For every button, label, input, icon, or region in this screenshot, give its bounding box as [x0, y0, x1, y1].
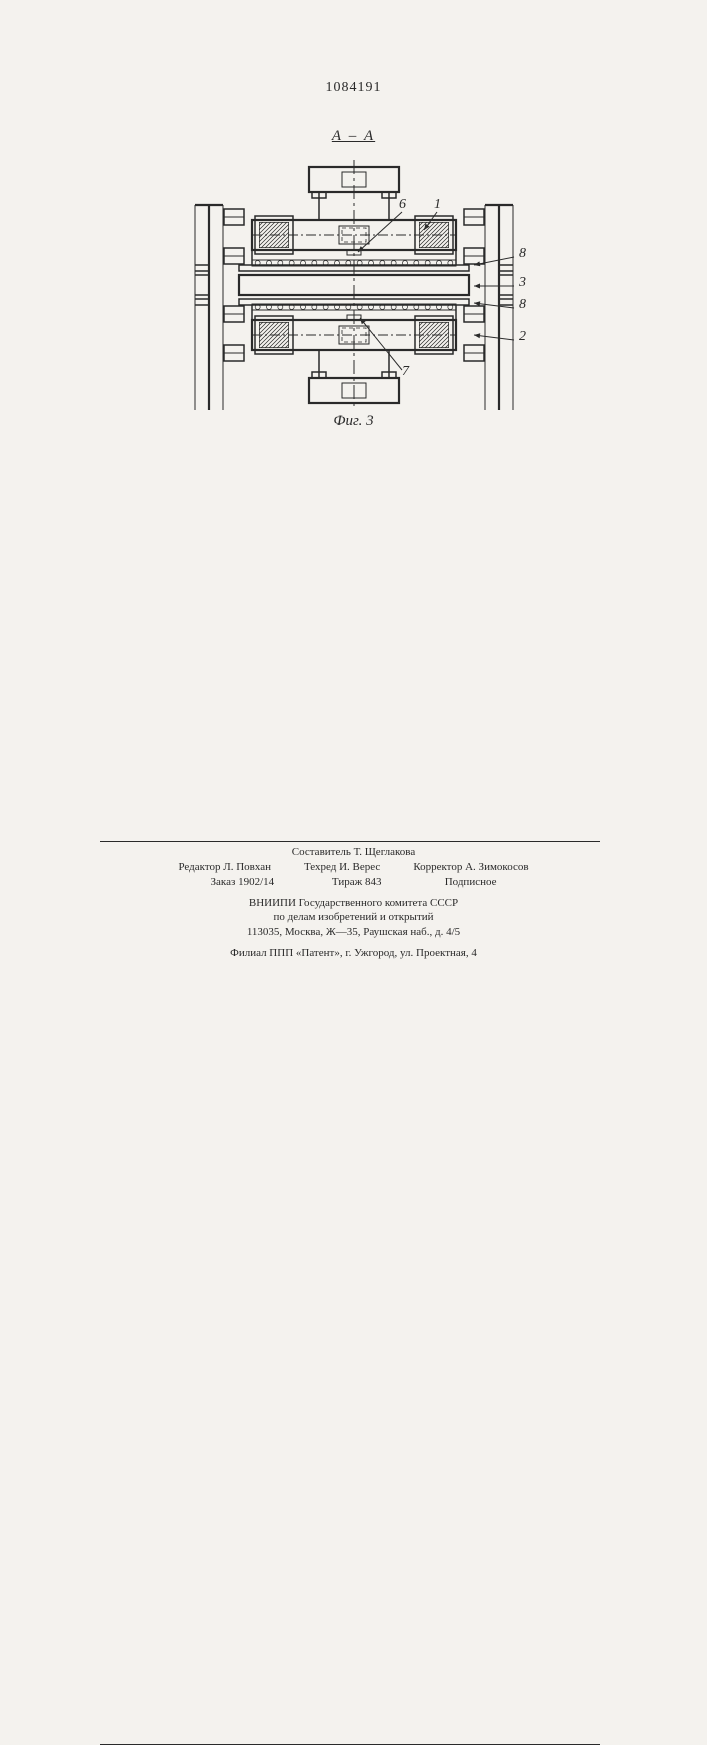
divider — [100, 841, 600, 842]
figure-caption: Фиг. 3 — [333, 413, 373, 430]
figure-3-drawing: 6 1 8 3 8 2 7 — [144, 160, 564, 410]
svg-text:8: 8 — [519, 246, 526, 261]
patent-number: 1084191 — [326, 80, 382, 96]
svg-text:6: 6 — [399, 197, 406, 212]
section-label: А – А — [332, 128, 375, 145]
svg-text:8: 8 — [519, 297, 526, 312]
svg-text:2: 2 — [519, 329, 526, 344]
colophon: Составитель Т. Щеглакова Редактор Л. Пов… — [0, 845, 707, 961]
svg-text:3: 3 — [518, 275, 526, 290]
svg-text:1: 1 — [434, 197, 441, 212]
svg-text:7: 7 — [402, 364, 410, 379]
